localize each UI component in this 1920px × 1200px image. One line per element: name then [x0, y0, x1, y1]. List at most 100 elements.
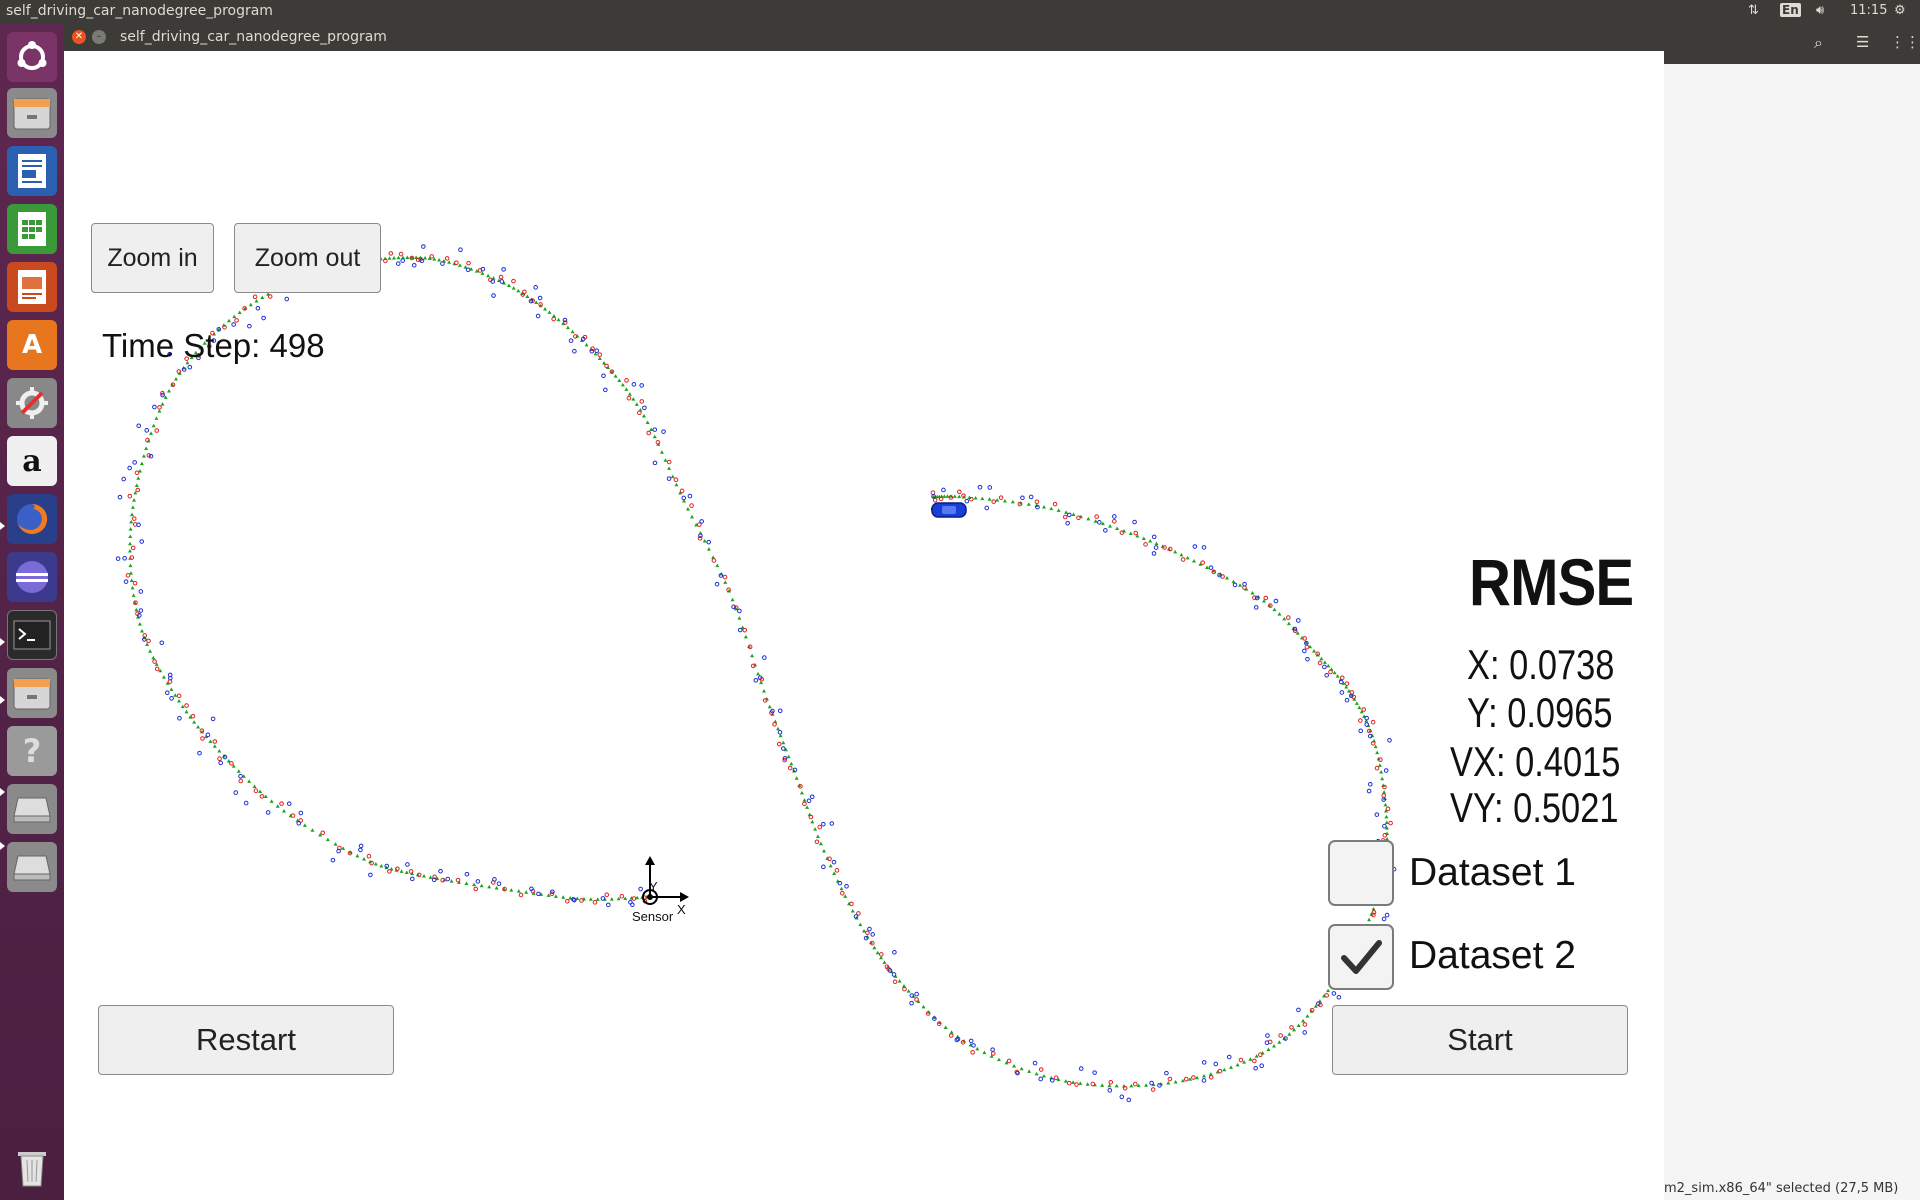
- start-button[interactable]: Start: [1332, 1005, 1628, 1075]
- clock[interactable]: 11:15: [1850, 3, 1888, 18]
- rmse-title: RMSE: [1469, 545, 1634, 619]
- lidar-marker: [238, 778, 244, 784]
- estimate-marker: [129, 578, 134, 583]
- radar-marker: [806, 798, 812, 804]
- network-icon[interactable]: ⇅: [1748, 3, 1759, 18]
- estimate-marker: [609, 897, 614, 901]
- lidar-marker: [320, 830, 326, 836]
- volume-icon[interactable]: 🔊︎: [1816, 3, 1825, 18]
- impress-icon[interactable]: [7, 262, 57, 312]
- radar-marker: [475, 879, 481, 884]
- files-icon[interactable]: [7, 88, 57, 138]
- estimate-marker: [1198, 562, 1203, 566]
- radar-marker: [438, 868, 443, 874]
- estimate-marker: [862, 929, 866, 933]
- lidar-marker: [1132, 1081, 1138, 1087]
- rmse-y: Y: 0.0965: [1467, 689, 1613, 736]
- zoom-in-button[interactable]: Zoom in: [91, 223, 214, 293]
- radar-marker: [837, 880, 843, 886]
- radar-marker: [152, 404, 157, 410]
- software-center-icon[interactable]: A: [7, 320, 57, 370]
- radar-marker: [909, 1000, 914, 1006]
- help-icon[interactable]: ?: [7, 726, 57, 776]
- amazon-icon[interactable]: a: [7, 436, 57, 486]
- radar-marker: [1092, 1070, 1097, 1075]
- estimate-marker: [698, 530, 703, 535]
- estimate-marker: [129, 512, 134, 517]
- radar-marker: [971, 1043, 976, 1048]
- estimate-marker: [1335, 674, 1340, 678]
- radar-marker: [132, 460, 137, 465]
- active-app-title: self_driving_car_nanodegree_program: [6, 3, 273, 19]
- dataset-1-checkbox[interactable]: [1328, 840, 1394, 906]
- estimate-marker: [1272, 607, 1277, 612]
- dataset-2-checkbox[interactable]: [1328, 924, 1394, 990]
- radar-marker: [491, 293, 496, 298]
- radar-marker: [1020, 495, 1025, 501]
- radar-marker: [1381, 916, 1387, 922]
- estimate-marker: [858, 922, 863, 927]
- estimate-marker: [663, 458, 668, 462]
- calc-icon[interactable]: [7, 204, 57, 254]
- estimate-marker: [457, 263, 462, 267]
- lidar-marker: [827, 856, 832, 862]
- writer-icon[interactable]: [7, 146, 57, 196]
- simulation-canvas[interactable]: Y X Sensor Zoom in Zoom out Time Step: 4…: [64, 51, 1664, 1200]
- firefox-icon[interactable]: [7, 494, 57, 544]
- drive-icon[interactable]: [7, 842, 57, 892]
- lidar-marker: [199, 728, 205, 733]
- running-indicator: [0, 842, 5, 850]
- radar-marker: [631, 382, 637, 387]
- radar-marker: [1254, 595, 1260, 601]
- system-settings-icon[interactable]: [7, 378, 57, 428]
- estimate-marker: [995, 498, 1000, 502]
- grid-view-icon[interactable]: ⋮⋮: [1890, 33, 1920, 51]
- estimate-marker: [1254, 1054, 1259, 1058]
- estimate-marker: [810, 819, 815, 824]
- close-icon[interactable]: ✕: [72, 30, 86, 44]
- lidar-marker: [152, 659, 157, 664]
- lidar-marker: [196, 353, 201, 358]
- radar-marker: [1364, 715, 1369, 721]
- estimate-marker: [516, 288, 521, 293]
- estimate-marker: [674, 482, 679, 487]
- lidar-marker: [637, 410, 642, 416]
- estimate-marker: [1384, 826, 1389, 830]
- radar-marker: [1339, 690, 1345, 695]
- lidar-marker: [609, 369, 615, 374]
- estimate-marker: [247, 779, 252, 783]
- files-icon[interactable]: [7, 668, 57, 718]
- estimate-marker: [1359, 709, 1364, 714]
- terminal-icon[interactable]: [7, 610, 57, 660]
- restart-button[interactable]: Restart: [98, 1005, 394, 1075]
- estimate-marker: [487, 884, 492, 889]
- estimate-marker: [269, 799, 274, 803]
- estimate-marker: [711, 555, 716, 559]
- zoom-out-button[interactable]: Zoom out: [234, 223, 381, 293]
- estimate-marker: [1319, 656, 1324, 661]
- keyboard-layout-indicator[interactable]: En: [1780, 3, 1801, 17]
- lidar-marker: [455, 877, 461, 883]
- eclipse-icon[interactable]: [7, 552, 57, 602]
- drive-icon[interactable]: [7, 784, 57, 834]
- lidar-marker: [1052, 501, 1058, 507]
- lidar-marker: [961, 493, 966, 498]
- radar-measurements: [115, 244, 1397, 1103]
- trash-icon[interactable]: [7, 1142, 57, 1192]
- search-icon[interactable]: ⌕: [1814, 33, 1823, 52]
- gear-icon[interactable]: ⚙: [1894, 3, 1906, 18]
- lidar-marker: [1258, 1052, 1263, 1057]
- estimate-marker: [1272, 1044, 1276, 1048]
- estimate-marker: [422, 874, 426, 878]
- lidar-marker: [212, 739, 218, 744]
- radar-marker: [122, 555, 127, 561]
- list-view-icon[interactable]: ☰: [1856, 33, 1870, 51]
- estimate-marker: [133, 490, 138, 495]
- estimate-marker: [428, 875, 433, 879]
- radar-marker: [1126, 1097, 1132, 1103]
- lidar-marker: [1358, 718, 1363, 723]
- estimate-marker: [987, 497, 992, 501]
- estimate-marker: [232, 314, 237, 319]
- ubuntu-dash-icon[interactable]: [7, 32, 57, 82]
- minimize-icon[interactable]: –: [92, 30, 106, 44]
